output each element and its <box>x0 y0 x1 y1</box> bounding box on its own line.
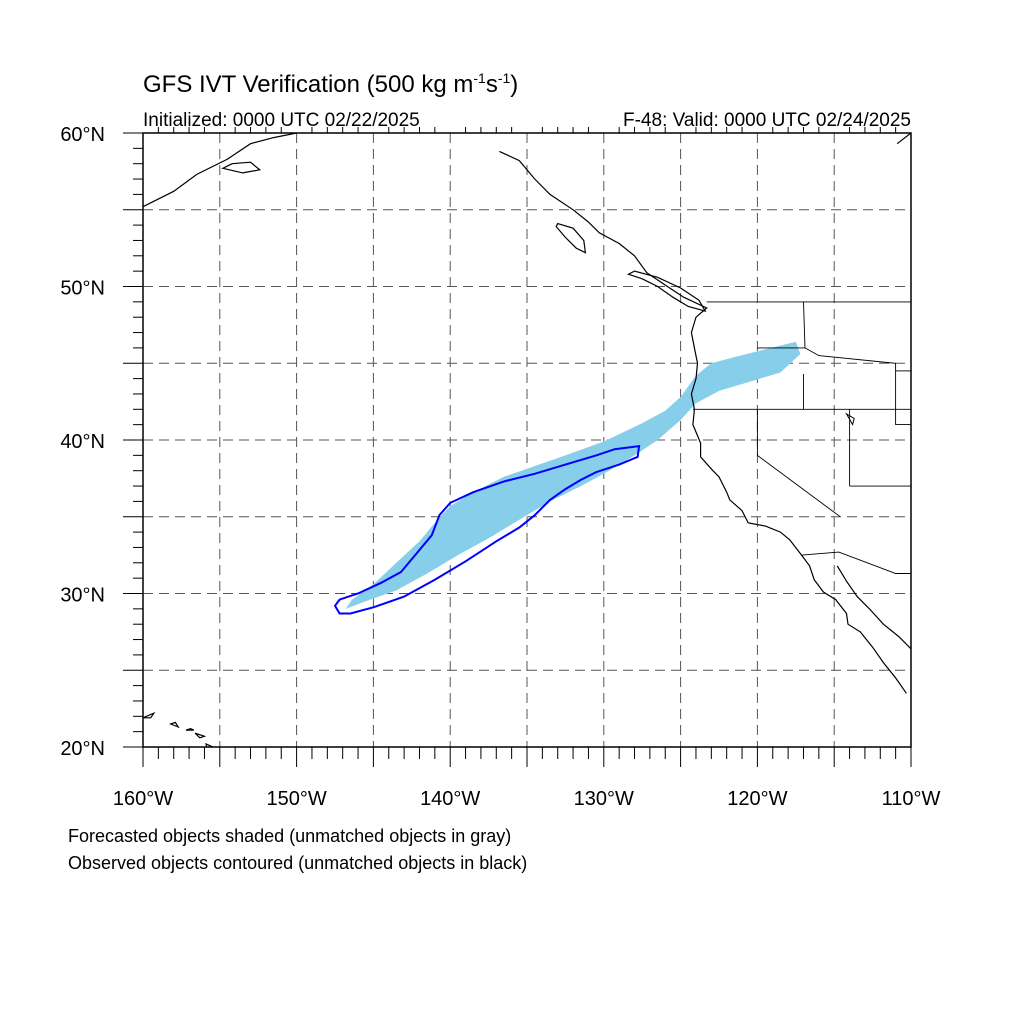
gridlines <box>143 133 911 747</box>
map-title: GFS IVT Verification (500 kg m-1s-1) <box>143 70 518 99</box>
title-text-s: s <box>485 71 498 98</box>
hawaii-island <box>168 721 180 729</box>
vancouver-island <box>626 270 707 313</box>
lat-label: 20°N <box>60 738 105 760</box>
lat-label: 60°N <box>60 124 105 146</box>
title-suffix: ) <box>510 71 519 98</box>
initialized-time: Initialized: 0000 UTC 02/22/2025 <box>143 110 420 131</box>
coastlines <box>143 133 911 747</box>
lon-label: 140°W <box>420 788 480 810</box>
political-border <box>756 409 841 518</box>
forecast-footnote: Forecasted objects shaded (unmatched obj… <box>68 826 512 846</box>
axis-ticks <box>123 127 912 767</box>
political-border <box>803 301 896 364</box>
hawaii-island <box>185 727 194 731</box>
valid-time: F-48: Valid: 0000 UTC 02/24/2025 <box>623 110 911 131</box>
great-salt-lake <box>845 412 855 426</box>
lon-label: 150°W <box>266 788 326 810</box>
forecast-object-shaded <box>345 341 801 609</box>
observed-footnote: Observed objects contoured (unmatched ob… <box>68 853 528 873</box>
title-text: GFS IVT Verification (500 kg m <box>143 71 474 98</box>
objects-layer <box>333 341 801 615</box>
haida-gwaii <box>555 222 587 254</box>
lat-label: 30°N <box>60 585 105 607</box>
lon-label: 110°W <box>882 788 941 810</box>
lat-label: 40°N <box>60 431 105 453</box>
lon-label: 120°W <box>727 788 787 810</box>
coastline-alaska <box>143 133 297 208</box>
hawaii-island <box>143 711 156 719</box>
coastline-ne <box>896 133 911 145</box>
coastline-north-america <box>499 150 907 694</box>
title-exponent-1: -1 <box>473 70 486 86</box>
political-border <box>801 551 911 574</box>
political-border <box>895 363 911 426</box>
hawaii-island <box>194 732 207 739</box>
observed-object-contour <box>333 444 641 615</box>
kodiak-island <box>221 161 262 174</box>
lon-label: 160°W <box>113 788 173 810</box>
coastline-gulf-of-california <box>836 565 911 650</box>
title-exponent-2: -1 <box>497 70 511 86</box>
axis-labels: 20°N 30°N 40°N 50°N 60°N 160°W 150°W 140°W 130°W… <box>60 124 940 810</box>
lat-label: 50°N <box>60 278 105 300</box>
lon-label: 130°W <box>574 788 634 810</box>
hawaii-island <box>205 742 215 747</box>
